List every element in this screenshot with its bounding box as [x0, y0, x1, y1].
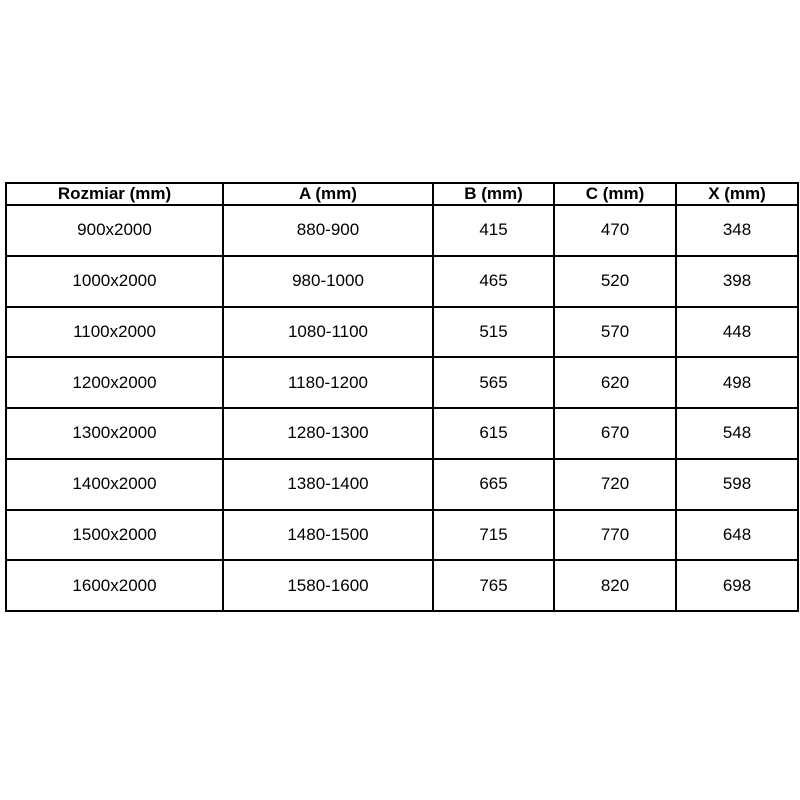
table-row: 1100x2000 1080-1100 515 570 448 [5, 305, 799, 359]
table-cell-rozmiar: 1500x2000 [5, 508, 224, 562]
table-cell-c: 620 [553, 356, 677, 409]
table-cell-c: 820 [553, 559, 677, 612]
table-cell-a: 1380-1400 [222, 457, 434, 511]
table-cell-a: 1180-1200 [222, 356, 434, 409]
table-cell-b: 565 [432, 356, 555, 409]
table-row: 1300x2000 1280-1300 615 670 548 [5, 407, 799, 460]
table-cell-x: 648 [675, 508, 799, 562]
table-cell-rozmiar: 900x2000 [5, 204, 224, 257]
column-header-c: C (mm) [553, 182, 677, 206]
table-cell-rozmiar: 1300x2000 [5, 407, 224, 460]
table-cell-rozmiar: 1600x2000 [5, 559, 224, 612]
table-cell-b: 765 [432, 559, 555, 612]
table-cell-a: 1480-1500 [222, 508, 434, 562]
table-row: 900x2000 880-900 415 470 348 [5, 204, 799, 257]
table-cell-c: 720 [553, 457, 677, 511]
table-row: 1400x2000 1380-1400 665 720 598 [5, 457, 799, 511]
table-cell-x: 698 [675, 559, 799, 612]
table-row: 1000x2000 980-1000 465 520 398 [5, 254, 799, 308]
table-cell-x: 398 [675, 254, 799, 308]
table-cell-rozmiar: 1400x2000 [5, 457, 224, 511]
column-header-b: B (mm) [432, 182, 555, 206]
table-cell-x: 498 [675, 356, 799, 409]
table-cell-b: 715 [432, 508, 555, 562]
table-row: 1200x2000 1180-1200 565 620 498 [5, 356, 799, 409]
table-cell-a: 1280-1300 [222, 407, 434, 460]
table-cell-b: 615 [432, 407, 555, 460]
table-cell-c: 520 [553, 254, 677, 308]
column-header-x: X (mm) [675, 182, 799, 206]
table-cell-b: 415 [432, 204, 555, 257]
table-cell-a: 980-1000 [222, 254, 434, 308]
table-cell-rozmiar: 1000x2000 [5, 254, 224, 308]
table-row: 1600x2000 1580-1600 765 820 698 [5, 559, 799, 612]
table-cell-c: 470 [553, 204, 677, 257]
table-cell-a: 1080-1100 [222, 305, 434, 359]
table-cell-x: 598 [675, 457, 799, 511]
table-cell-b: 515 [432, 305, 555, 359]
table-cell-b: 465 [432, 254, 555, 308]
table-cell-a: 880-900 [222, 204, 434, 257]
header-row: Rozmiar (mm) A (mm) B (mm) C (mm) X (mm) [5, 182, 799, 206]
column-header-rozmiar: Rozmiar (mm) [5, 182, 224, 206]
table-cell-x: 348 [675, 204, 799, 257]
table-cell-x: 548 [675, 407, 799, 460]
table-cell-rozmiar: 1100x2000 [5, 305, 224, 359]
table-cell-c: 670 [553, 407, 677, 460]
table-cell-rozmiar: 1200x2000 [5, 356, 224, 409]
table-cell-c: 570 [553, 305, 677, 359]
column-header-a: A (mm) [222, 182, 434, 206]
size-spec-table-container: Rozmiar (mm) A (mm) B (mm) C (mm) X (mm)… [5, 182, 799, 612]
table-row: 1500x2000 1480-1500 715 770 648 [5, 508, 799, 562]
table-cell-c: 770 [553, 508, 677, 562]
table-cell-x: 448 [675, 305, 799, 359]
size-spec-table: Rozmiar (mm) A (mm) B (mm) C (mm) X (mm)… [5, 182, 799, 612]
table-cell-a: 1580-1600 [222, 559, 434, 612]
table-cell-b: 665 [432, 457, 555, 511]
